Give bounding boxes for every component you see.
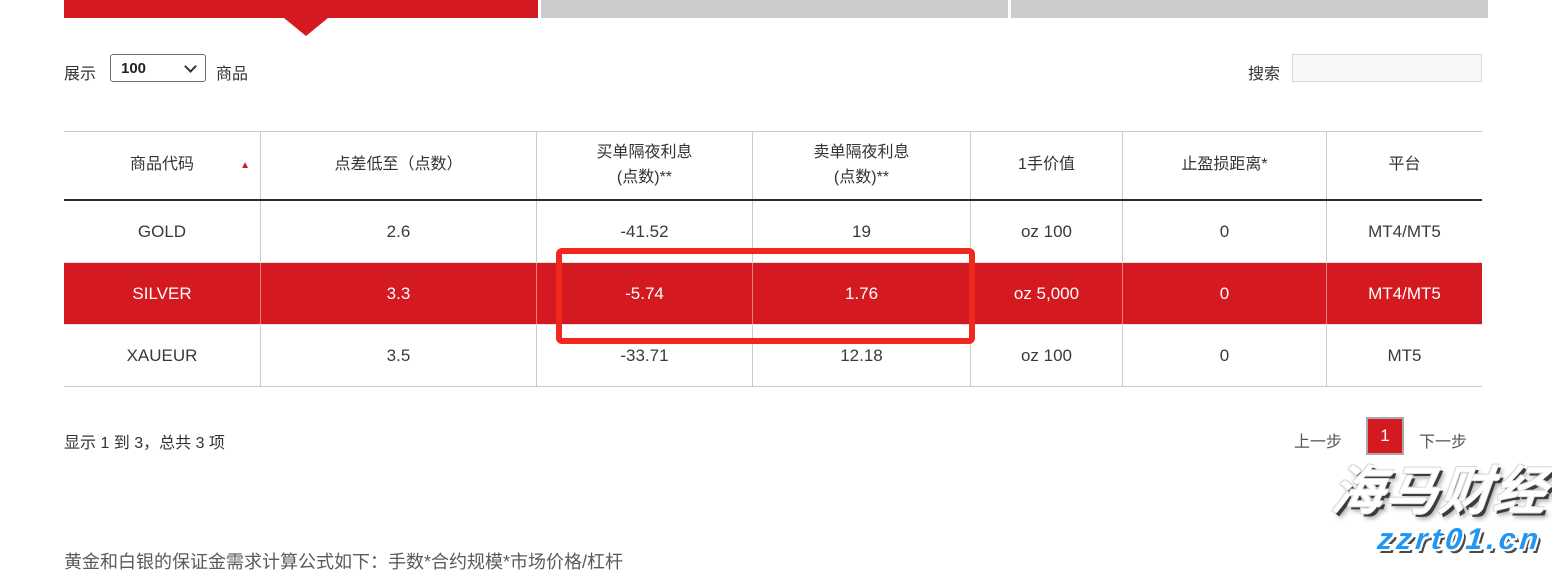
cell-stop-distance: 0: [1123, 263, 1327, 324]
show-label: 展示: [64, 66, 97, 83]
cell-spread: 2.6: [261, 201, 537, 262]
cell-spread: 3.5: [261, 325, 537, 386]
cell-lot-value: oz 100: [971, 201, 1123, 262]
cell-code: XAUEUR: [64, 325, 261, 386]
cell-buy-swap: -41.52: [537, 201, 753, 262]
cell-code: GOLD: [64, 201, 261, 262]
pagination-next-button[interactable]: 下一步: [1419, 428, 1467, 452]
tab-bar: [0, 0, 1552, 40]
instruments-table: 商品代码 ▲ 点差低至（点数） 买单隔夜利息 (点数)** 卖单隔夜利息 (点数…: [64, 131, 1482, 387]
search-label: 搜索: [1248, 66, 1281, 83]
watermark-domain: zzrt01.cn: [1375, 523, 1544, 557]
column-header-sell-swap[interactable]: 卖单隔夜利息 (点数)**: [753, 132, 971, 199]
cell-sell-swap: 12.18: [753, 325, 971, 386]
column-header-code-label: 商品代码: [129, 156, 194, 174]
cell-buy-swap: -5.74: [537, 263, 753, 324]
cell-buy-swap: -33.71: [537, 325, 753, 386]
page-size-select[interactable]: 100: [110, 54, 206, 82]
tab-inactive-1[interactable]: [541, 0, 1008, 18]
cell-platform: MT4/MT5: [1368, 283, 1441, 303]
pagination-page-1-button[interactable]: 1: [1366, 417, 1404, 455]
table-row-xaueur[interactable]: XAUEUR 3.5 -33.71 12.18 oz 100 0 MT5: [64, 325, 1482, 387]
cell-platform: MT5: [1387, 345, 1422, 365]
table-row-silver[interactable]: SILVER 3.3 -5.74 1.76 oz 5,000 0 MT4/MT5: [64, 263, 1482, 325]
tab-active[interactable]: [64, 0, 538, 18]
cell-stop-distance: 0: [1123, 325, 1327, 386]
cell-sell-swap: 19: [753, 201, 971, 262]
items-label: 商品: [216, 66, 249, 83]
sort-ascending-icon: ▲: [240, 159, 250, 171]
table-row-gold[interactable]: GOLD 2.6 -41.52 19 oz 100 0 MT4/MT5: [64, 201, 1482, 263]
column-header-platform[interactable]: 平台: [1388, 156, 1421, 174]
cell-platform: MT4/MT5: [1368, 221, 1441, 241]
cell-code: SILVER: [64, 263, 261, 324]
page-size-value: 100: [121, 59, 147, 77]
results-summary: 显示 1 到 3，总共 3 项: [64, 435, 225, 452]
active-tab-pointer-icon: [284, 18, 328, 36]
cell-spread: 3.3: [261, 263, 537, 324]
tab-inactive-2[interactable]: [1011, 0, 1488, 18]
column-header-buy-swap[interactable]: 买单隔夜利息 (点数)**: [537, 132, 753, 199]
column-header-lot-value[interactable]: 1手价值: [971, 132, 1123, 199]
watermark-brand: 海马财经: [1328, 463, 1552, 521]
column-header-stop-distance[interactable]: 止盈损距离*: [1123, 132, 1327, 199]
chevron-down-icon: [184, 59, 197, 73]
cell-lot-value: oz 100: [971, 325, 1123, 386]
pagination-prev-button[interactable]: 上一步: [1294, 428, 1342, 452]
margin-formula-note: 黄金和白银的保证金需求计算公式如下：手数*合约规模*市场价格/杠杆: [64, 552, 624, 572]
watermark: 海马财经 zzrt01.cn: [1252, 463, 1552, 557]
table-header-row: 商品代码 ▲ 点差低至（点数） 买单隔夜利息 (点数)** 卖单隔夜利息 (点数…: [64, 131, 1482, 201]
column-header-spread[interactable]: 点差低至（点数）: [261, 132, 537, 199]
cell-sell-swap: 1.76: [753, 263, 971, 324]
search-input[interactable]: [1292, 54, 1482, 82]
cell-stop-distance: 0: [1123, 201, 1327, 262]
column-header-code[interactable]: 商品代码 ▲: [64, 132, 261, 199]
cell-lot-value: oz 5,000: [971, 263, 1123, 324]
